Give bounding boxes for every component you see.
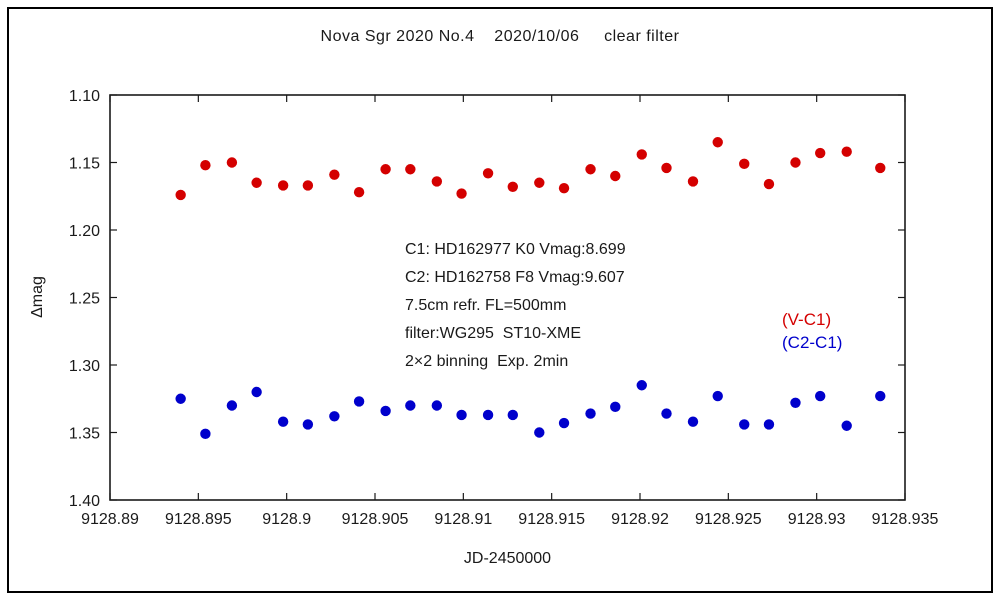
data-point-v-c1 bbox=[302, 180, 314, 191]
data-point-v-c1 bbox=[687, 176, 699, 187]
data-point-c2-c1 bbox=[875, 390, 886, 402]
y-tick-label: 1.35 bbox=[69, 426, 100, 443]
x-tick-label: 9128.895 bbox=[165, 511, 232, 528]
y-tick-label: 1.20 bbox=[69, 223, 100, 240]
data-point-c2-c1 bbox=[200, 428, 211, 440]
data-point-v-c1 bbox=[329, 169, 340, 180]
data-point-v-c1 bbox=[456, 188, 467, 199]
data-point-c2-c1 bbox=[687, 416, 699, 427]
x-tick-label: 9128.905 bbox=[342, 511, 409, 528]
data-point-v-c1 bbox=[712, 137, 723, 148]
annotation-line-telescope: 7.5cm refr. FL=500mm bbox=[405, 297, 567, 314]
data-point-v-c1 bbox=[875, 162, 886, 174]
data-point-c2-c1 bbox=[507, 409, 518, 421]
annotation-line-binning-exposure: 2×2 binning Exp. 2min bbox=[405, 353, 569, 370]
data-point-v-c1 bbox=[790, 157, 801, 168]
x-tick-label: 9128.91 bbox=[434, 511, 492, 528]
y-tick-label: 1.10 bbox=[69, 88, 100, 105]
legend-entry-c2-c1: (C2-C1) bbox=[782, 333, 843, 352]
data-point-c2-c1 bbox=[585, 408, 596, 419]
data-point-v-c1 bbox=[200, 160, 211, 171]
data-point-c2-c1 bbox=[739, 419, 750, 430]
y-axis-label: Δmag bbox=[29, 276, 46, 318]
annotation-line-c2: C2: HD162758 F8 Vmag:9.607 bbox=[405, 269, 625, 286]
data-point-c2-c1 bbox=[482, 409, 494, 421]
data-point-v-c1 bbox=[277, 180, 289, 191]
data-point-c2-c1 bbox=[841, 420, 852, 431]
data-point-v-c1 bbox=[251, 177, 262, 188]
data-point-v-c1 bbox=[431, 176, 443, 187]
x-tick-label: 9128.925 bbox=[695, 511, 762, 528]
x-tick-label: 9128.9 bbox=[262, 511, 311, 528]
x-tick-label: 9128.935 bbox=[872, 511, 939, 528]
data-point-c2-c1 bbox=[636, 380, 647, 391]
data-point-v-c1 bbox=[610, 170, 621, 182]
data-point-v-c1 bbox=[558, 182, 570, 194]
data-point-v-c1 bbox=[815, 147, 826, 159]
data-point-c2-c1 bbox=[329, 411, 340, 422]
data-point-c2-c1 bbox=[353, 396, 365, 407]
data-point-c2-c1 bbox=[456, 409, 467, 421]
data-point-c2-c1 bbox=[277, 416, 289, 427]
data-point-v-c1 bbox=[226, 157, 238, 168]
data-point-c2-c1 bbox=[790, 397, 801, 408]
figure-border bbox=[7, 7, 993, 593]
data-point-c2-c1 bbox=[712, 390, 723, 402]
y-tick-label: 1.15 bbox=[69, 156, 100, 173]
data-point-v-c1 bbox=[763, 178, 775, 190]
data-point-c2-c1 bbox=[815, 390, 826, 402]
data-point-c2-c1 bbox=[431, 400, 443, 411]
data-point-v-c1 bbox=[380, 164, 391, 175]
data-point-c2-c1 bbox=[558, 417, 570, 429]
data-point-c2-c1 bbox=[610, 401, 621, 413]
data-point-v-c1 bbox=[841, 146, 852, 157]
x-tick-label: 9128.92 bbox=[611, 511, 669, 528]
y-tick-label: 1.25 bbox=[69, 291, 100, 308]
x-tick-label: 9128.93 bbox=[788, 511, 846, 528]
data-point-v-c1 bbox=[636, 149, 647, 160]
chart-title: Nova Sgr 2020 No.4 2020/10/06 clear filt… bbox=[320, 28, 680, 45]
data-point-v-c1 bbox=[534, 177, 545, 188]
annotation-line-c1: C1: HD162977 K0 Vmag:8.699 bbox=[405, 241, 626, 258]
legend-entry-v-c1: (V-C1) bbox=[782, 310, 832, 329]
x-axis-label: JD-2450000 bbox=[463, 550, 552, 567]
legend: (V-C1) (C2-C1) bbox=[782, 308, 842, 354]
data-point-c2-c1 bbox=[175, 393, 186, 404]
data-point-v-c1 bbox=[353, 187, 365, 198]
data-point-c2-c1 bbox=[405, 400, 416, 411]
data-point-v-c1 bbox=[482, 168, 494, 179]
y-tick-label: 1.30 bbox=[69, 358, 100, 375]
x-tick-label: 9128.915 bbox=[518, 511, 585, 528]
data-point-v-c1 bbox=[507, 181, 518, 192]
data-point-v-c1 bbox=[661, 162, 672, 174]
x-tick-label: 9128.89 bbox=[81, 511, 139, 528]
data-point-c2-c1 bbox=[226, 400, 238, 411]
data-point-c2-c1 bbox=[534, 427, 545, 438]
annotation-block: C1: HD162977 K0 Vmag:8.699 C2: HD162758 … bbox=[405, 236, 626, 376]
data-point-c2-c1 bbox=[380, 405, 391, 417]
data-point-v-c1 bbox=[175, 189, 186, 201]
data-point-c2-c1 bbox=[302, 419, 314, 430]
y-tick-label: 1.40 bbox=[69, 493, 100, 510]
data-point-v-c1 bbox=[585, 164, 596, 175]
data-point-v-c1 bbox=[739, 158, 750, 170]
data-point-c2-c1 bbox=[763, 419, 775, 430]
data-point-v-c1 bbox=[405, 164, 416, 175]
data-point-c2-c1 bbox=[251, 386, 262, 398]
annotation-line-filter-camera: filter:WG295 ST10-XME bbox=[405, 325, 582, 342]
data-point-c2-c1 bbox=[661, 408, 672, 419]
